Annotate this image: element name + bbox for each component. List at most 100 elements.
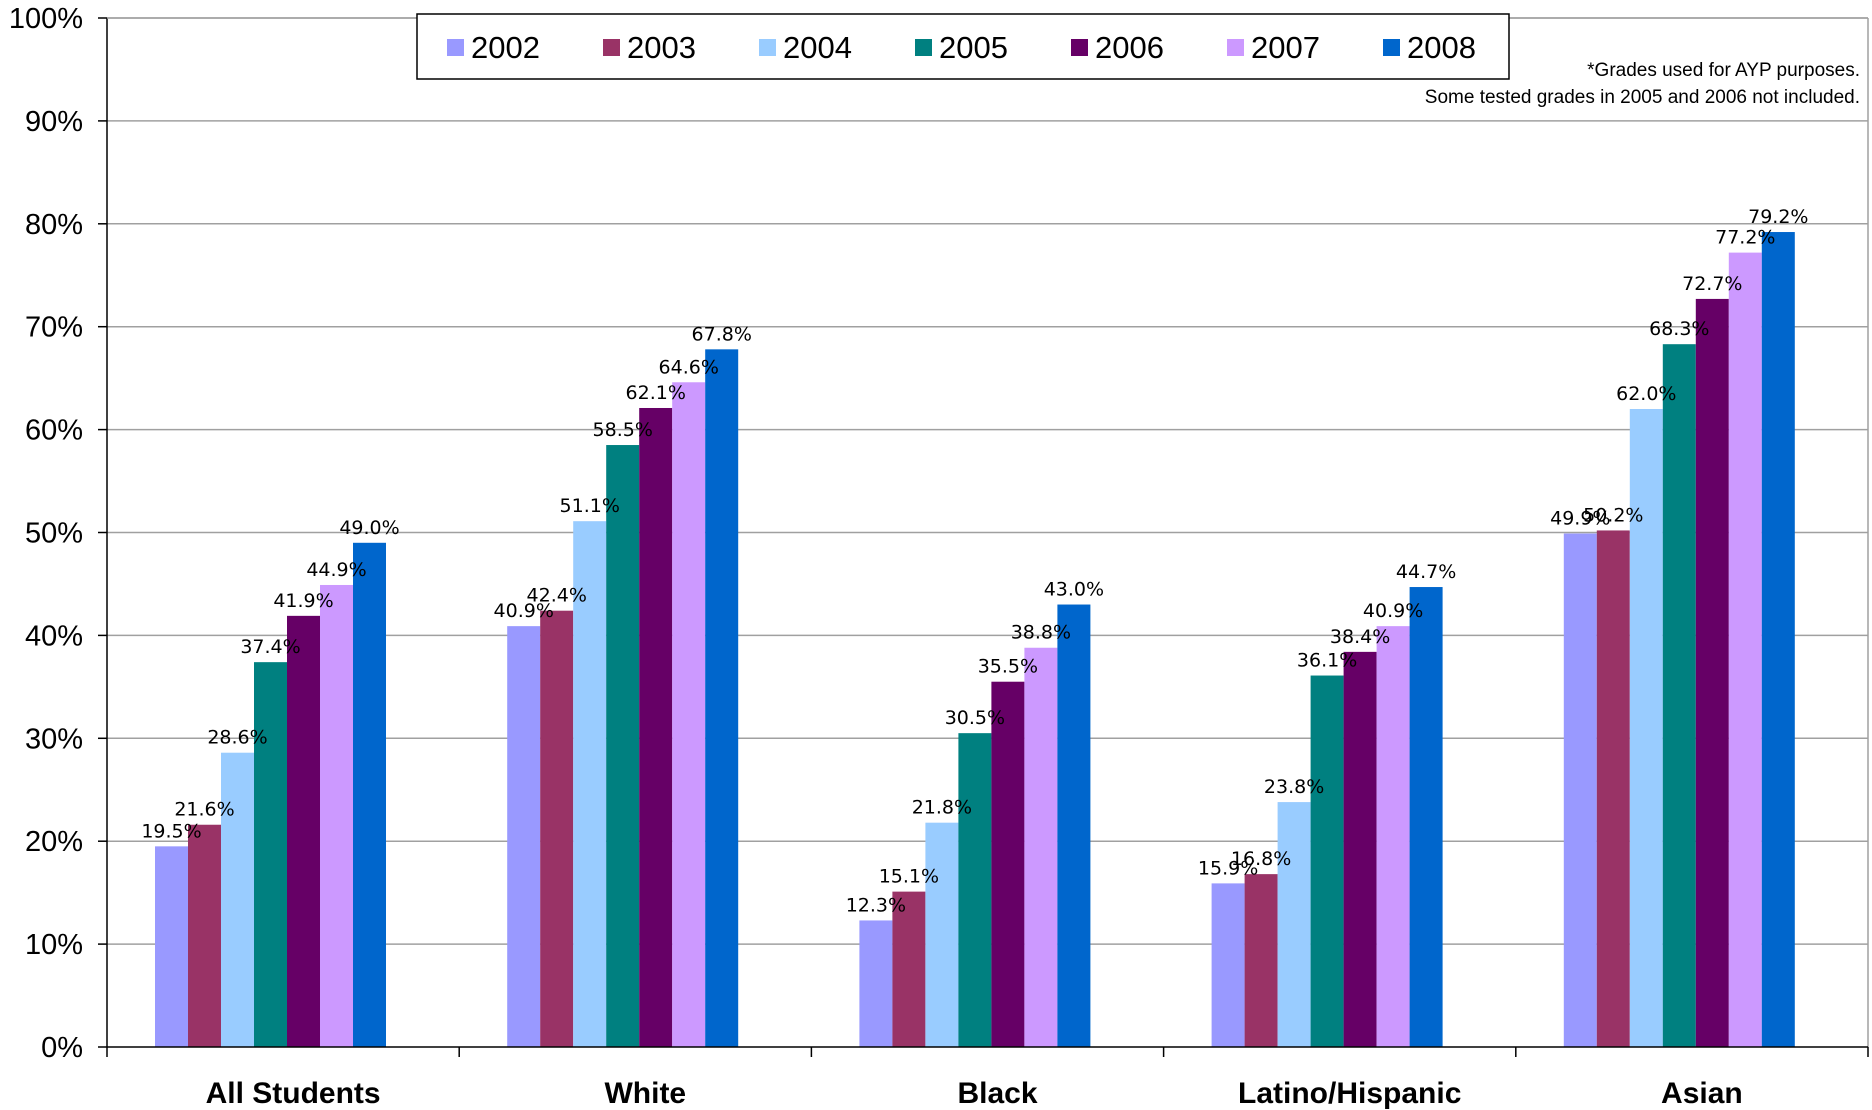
data-label: 50.2% <box>1583 504 1643 526</box>
bar <box>892 891 926 1047</box>
bar <box>287 615 320 1047</box>
data-label: 28.6% <box>207 727 267 749</box>
bar <box>507 626 541 1047</box>
data-label: 79.2% <box>1748 206 1808 228</box>
bar <box>353 542 386 1047</box>
bar <box>1211 883 1245 1047</box>
data-label: 38.8% <box>1011 622 1071 644</box>
bar <box>320 584 353 1047</box>
y-tick-label: 40% <box>25 620 83 652</box>
legend-swatch <box>1383 39 1400 56</box>
data-label: 49.0% <box>339 517 399 539</box>
data-label: 37.4% <box>240 636 300 658</box>
data-label: 30.5% <box>945 707 1005 729</box>
bar <box>1376 626 1410 1047</box>
legend-label: 2004 <box>783 30 852 65</box>
y-tick-label: 50% <box>25 518 83 550</box>
bar <box>1343 651 1377 1047</box>
y-tick-label: 90% <box>25 106 83 138</box>
legend-label: 2006 <box>1095 30 1164 65</box>
bar <box>1310 675 1344 1047</box>
bar <box>1629 409 1663 1047</box>
bar <box>155 846 188 1047</box>
bar <box>573 521 607 1047</box>
y-tick-label: 20% <box>25 826 83 858</box>
legend: 2002 2003 2004 2005 2006 2007 2008 <box>416 13 1510 80</box>
bar <box>1662 344 1696 1047</box>
data-labels: 19.5%21.6% 28.6% 37.4% 41.9% 44.9% 49.0% 40.9%… <box>141 206 1808 916</box>
data-label: 15.1% <box>879 866 939 888</box>
bar <box>958 733 992 1047</box>
data-label: 35.5% <box>978 656 1038 678</box>
data-label: 77.2% <box>1715 227 1775 249</box>
data-label: 58.5% <box>593 419 653 441</box>
y-tick-label: 60% <box>25 415 83 447</box>
annotation-line: *Grades used for AYP purposes. <box>1587 60 1860 81</box>
data-label: 40.9% <box>1363 600 1423 622</box>
bar <box>991 681 1025 1047</box>
data-label: 44.7% <box>1396 561 1456 583</box>
legend-swatch <box>759 39 776 56</box>
legend-label: 2002 <box>471 30 540 65</box>
annotation-line: Some tested grades in 2005 and 2006 not … <box>1425 87 1860 108</box>
data-label: 12.3% <box>846 894 906 916</box>
bar <box>1596 530 1630 1047</box>
y-tick-label: 70% <box>25 312 83 344</box>
legend-label: 2005 <box>939 30 1008 65</box>
x-category-label: White <box>604 1077 686 1110</box>
data-label: 72.7% <box>1682 273 1742 295</box>
data-label: 40.9% <box>494 600 554 622</box>
legend-swatch <box>1227 39 1244 56</box>
bar <box>705 349 739 1047</box>
data-label: 16.8% <box>1231 848 1291 870</box>
bar <box>1277 802 1311 1047</box>
x-category-label: All Students <box>206 1077 381 1110</box>
bar <box>221 752 254 1047</box>
annotation-note: *Grades used for AYP purposes. Some teste… <box>1425 60 1860 108</box>
legend-swatch <box>1071 39 1088 56</box>
data-label: 15.9% <box>1198 857 1258 879</box>
bar <box>254 662 287 1047</box>
bars <box>155 232 1795 1048</box>
bar <box>925 822 959 1047</box>
bar <box>188 824 221 1047</box>
data-label: 42.4% <box>527 585 587 607</box>
legend-label: 2008 <box>1407 30 1476 65</box>
data-label: 36.1% <box>1297 650 1357 672</box>
bar <box>540 610 574 1047</box>
legend-swatch <box>447 39 464 56</box>
legend-swatch <box>603 39 620 56</box>
bar <box>1761 232 1795 1048</box>
data-label: 64.6% <box>659 356 719 378</box>
data-label: 49.9% <box>1550 508 1610 530</box>
bar <box>1244 874 1278 1047</box>
data-label: 44.9% <box>306 559 366 581</box>
data-label: 38.4% <box>1330 626 1390 648</box>
data-label: 19.5% <box>141 820 201 842</box>
bar <box>639 407 673 1048</box>
legend-label: 2007 <box>1251 30 1320 65</box>
data-label: 21.8% <box>912 797 972 819</box>
y-tick-label: 80% <box>25 209 83 241</box>
bar <box>1728 252 1762 1047</box>
y-tick-label: 100% <box>9 3 83 35</box>
bar <box>1024 647 1058 1047</box>
y-tick-label: 10% <box>25 929 83 961</box>
data-label: 62.1% <box>626 382 686 404</box>
bar <box>859 920 893 1047</box>
data-label: 68.3% <box>1649 318 1709 340</box>
bar <box>1057 604 1091 1047</box>
bar <box>1409 587 1443 1047</box>
bar <box>1695 298 1729 1047</box>
legend-swatch <box>915 39 932 56</box>
legend-label: 2003 <box>627 30 696 65</box>
data-label: 62.0% <box>1616 383 1676 405</box>
data-label: 23.8% <box>1264 776 1324 798</box>
y-tick-label: 0% <box>41 1032 83 1064</box>
bar <box>1563 533 1597 1047</box>
data-label: 41.9% <box>273 590 333 612</box>
data-label: 67.8% <box>692 323 752 345</box>
data-label: 43.0% <box>1044 579 1104 601</box>
x-category-label: Asian <box>1661 1077 1743 1110</box>
